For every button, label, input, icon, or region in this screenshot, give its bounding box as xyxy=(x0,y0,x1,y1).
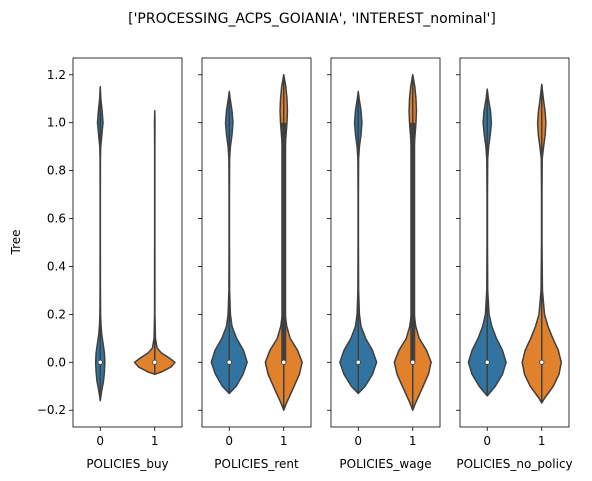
panel-POLICIES_no_policy: 0 1 POLICIES_no_policy xyxy=(456,57,573,471)
x-axis-label: POLICIES_wage xyxy=(339,457,431,471)
x-tick-label: 1 xyxy=(409,434,417,448)
axes-frame xyxy=(72,57,183,428)
x-axis-label: POLICIES_buy xyxy=(86,457,168,471)
median-POLICIES_buy-0 xyxy=(97,359,103,365)
x-tick-label: 0 xyxy=(354,434,362,448)
y-tick-label: −0.2 xyxy=(37,403,66,417)
median-POLICIES_wage-1 xyxy=(410,359,416,365)
axes-frame xyxy=(330,57,441,428)
panels: 0 1−0.20.00.20.40.60.81.01.2POLICIES_buy0… xyxy=(37,57,573,471)
median-POLICIES_no_policy-1 xyxy=(539,359,545,365)
median-POLICIES_wage-0 xyxy=(355,359,361,365)
x-tick-label: 0 xyxy=(96,434,104,448)
median-POLICIES_rent-0 xyxy=(226,359,232,365)
y-tick-label: 0.4 xyxy=(47,259,66,273)
panel-POLICIES_wage: 0 1 POLICIES_wage xyxy=(327,57,441,471)
x-tick-label: 1 xyxy=(538,434,546,448)
panel-POLICIES_buy: 0 1 −0.2 0.0 0.2 0.4 0.6 0.8 1.0 1.2 POLICIES_buy xyxy=(37,57,183,471)
x-tick-label: 0 xyxy=(483,434,491,448)
x-tick-label: 1 xyxy=(151,434,159,448)
median-POLICIES_no_policy-0 xyxy=(484,359,490,365)
axes-frame xyxy=(459,57,570,428)
median-POLICIES_buy-1 xyxy=(152,359,158,365)
y-tick-label: 1.0 xyxy=(47,116,66,130)
x-axis-label: POLICIES_no_policy xyxy=(456,457,572,471)
y-tick-label: 0.6 xyxy=(47,212,66,226)
x-tick-label: 1 xyxy=(280,434,288,448)
x-axis-label: POLICIES_rent xyxy=(214,457,299,471)
axes-frame xyxy=(201,57,312,428)
panel-POLICIES_rent: 0 1 POLICIES_rent xyxy=(198,57,312,471)
y-axis-label: Tree xyxy=(9,229,23,255)
y-tick-label: 0.2 xyxy=(47,307,66,321)
y-tick-label: 1.2 xyxy=(47,68,66,82)
chart-title: ['PROCESSING_ACPS_GOIANIA', 'INTEREST_no… xyxy=(128,11,496,27)
x-tick-label: 0 xyxy=(225,434,233,448)
y-tick-label: 0.0 xyxy=(47,355,66,369)
median-POLICIES_rent-1 xyxy=(281,359,287,365)
y-tick-label: 0.8 xyxy=(47,164,66,178)
